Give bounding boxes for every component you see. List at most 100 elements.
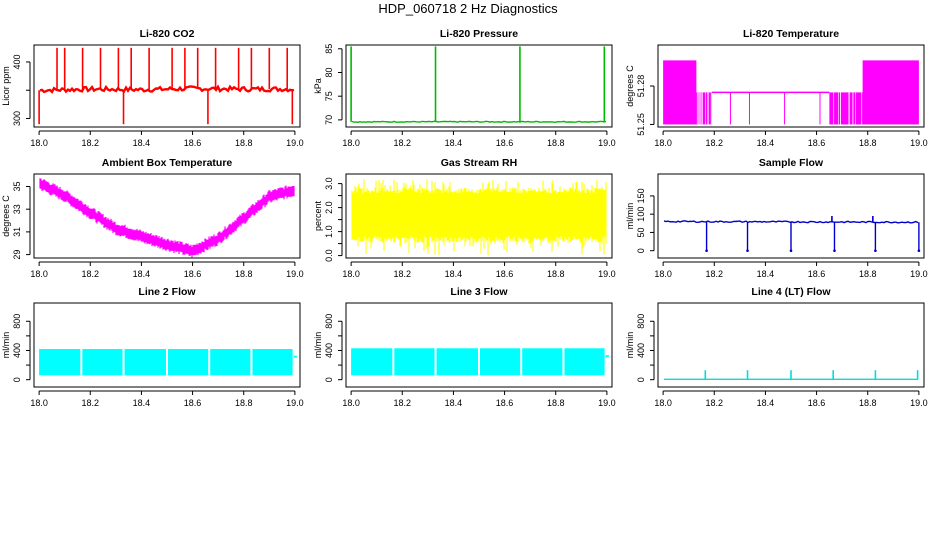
flow-block <box>168 349 209 376</box>
y-tick-label: 0.0 <box>324 249 334 262</box>
data-layer <box>39 349 297 376</box>
x-tick-label: 18.6 <box>184 138 202 148</box>
step-block <box>862 60 919 125</box>
x-axis: 18.0 18.2 18.4 18.6 18.8 19.0 <box>342 390 616 408</box>
y-axis: 51.25 51.28 <box>636 75 655 136</box>
y-tick-label: 3.0 <box>324 177 334 190</box>
flow-block <box>82 349 123 376</box>
x-tick-label: 18.2 <box>706 138 724 148</box>
x-tick-label: 18.2 <box>82 138 100 148</box>
y-tick-label: 0 <box>636 248 646 253</box>
chart-panel-5: Gas Stream RH 18.0 18.2 18.4 18.6 18.8 19.0 0.0… <box>313 157 616 279</box>
x-axis: 18.0 18.2 18.4 18.6 18.8 19.0 <box>654 261 928 279</box>
step-block <box>829 92 863 125</box>
y-tick-label: 85 <box>324 44 334 54</box>
x-tick-label: 18.8 <box>235 269 253 279</box>
y-tick-label: 51.28 <box>636 75 646 98</box>
data-layer <box>39 178 295 258</box>
x-tick-label: 18.6 <box>808 138 826 148</box>
plot-frame <box>33 302 301 388</box>
flow-block <box>564 348 605 376</box>
chart-title: Li-820 Pressure <box>440 28 518 40</box>
y-tick-label: 50 <box>636 227 646 237</box>
y-axis-label: ml/min <box>625 203 635 230</box>
y-tick-label: 800 <box>324 314 334 329</box>
y-tick-label: 1.0 <box>324 225 334 238</box>
x-tick-label: 18.2 <box>394 138 412 148</box>
y-axis-label: ml/min <box>1 332 11 359</box>
x-tick-label: 18.0 <box>654 138 672 148</box>
x-tick-label: 18.6 <box>184 269 202 279</box>
plot-frame <box>33 44 301 128</box>
y-axis: 0 400 800 <box>324 314 343 382</box>
y-tick-label: 400 <box>12 54 22 69</box>
flow-block <box>436 348 478 376</box>
y-axis-label: degrees C <box>1 195 11 237</box>
dropout-point <box>874 249 877 252</box>
dropout-point <box>789 249 793 252</box>
y-tick-label: 400 <box>324 343 334 358</box>
x-tick-label: 18.0 <box>30 269 48 279</box>
x-tick-label: 18.4 <box>445 398 463 408</box>
data-layer <box>38 47 295 125</box>
y-axis: 0.0 1.0 2.0 3.0 <box>324 177 343 262</box>
chart-title: Gas Stream RH <box>441 157 517 169</box>
x-tick-label: 19.0 <box>598 269 616 279</box>
x-tick-label: 18.4 <box>133 398 151 408</box>
chart-title: Sample Flow <box>759 157 824 169</box>
y-tick-label: 150 <box>636 188 646 203</box>
x-tick-label: 18.8 <box>547 398 565 408</box>
series-line <box>351 120 607 124</box>
chart-title: Line 2 Flow <box>138 286 196 298</box>
y-tick-label: 75 <box>324 91 334 101</box>
y-axis-label: percent <box>313 200 323 231</box>
x-tick-label: 19.0 <box>910 269 928 279</box>
x-tick-label: 18.0 <box>342 138 360 148</box>
chart-panel-2: Li-820 Pressure 18.0 18.2 18.4 18.6 18.8 19.0 7… <box>313 28 616 148</box>
x-tick-label: 19.0 <box>286 398 304 408</box>
x-tick-label: 18.6 <box>496 398 514 408</box>
x-tick-label: 18.4 <box>133 138 151 148</box>
y-tick-label: 2.0 <box>324 201 334 214</box>
x-tick-label: 18.8 <box>235 398 253 408</box>
flow-block <box>394 348 435 376</box>
x-axis: 18.0 18.2 18.4 18.6 18.8 19.0 <box>30 390 304 408</box>
chart-panel-3: Li-820 Temperature 18.0 18.2 18.4 18.6 18.8 19… <box>625 28 928 148</box>
x-tick-label: 18.2 <box>706 269 724 279</box>
y-axis-label: Licor ppm <box>1 66 11 106</box>
chart-title: Ambient Box Temperature <box>102 157 233 169</box>
x-tick-label: 18.4 <box>757 269 775 279</box>
x-tick-label: 18.6 <box>184 398 202 408</box>
x-axis: 18.0 18.2 18.4 18.6 18.8 19.0 <box>30 130 304 148</box>
dropout-point <box>746 249 749 252</box>
x-axis: 18.0 18.2 18.4 18.6 18.8 19.0 <box>30 261 304 279</box>
x-tick-label: 18.2 <box>394 269 412 279</box>
y-axis-label: ml/min <box>625 332 635 359</box>
x-tick-label: 18.6 <box>808 398 826 408</box>
y-axis: 0 50 100 150 <box>636 188 655 253</box>
y-tick-label: 51.25 <box>636 113 646 136</box>
x-tick-label: 18.0 <box>654 269 672 279</box>
y-axis: 0 400 800 <box>636 314 655 382</box>
data-layer <box>663 60 919 125</box>
series-line <box>39 84 295 94</box>
x-tick-label: 18.8 <box>859 398 877 408</box>
y-tick-label: 100 <box>636 207 646 222</box>
x-tick-label: 18.4 <box>445 138 463 148</box>
x-tick-label: 18.8 <box>547 138 565 148</box>
x-tick-label: 18.0 <box>342 269 360 279</box>
x-tick-label: 18.6 <box>496 138 514 148</box>
x-tick-label: 19.0 <box>910 398 928 408</box>
dropout-point <box>833 249 836 252</box>
x-axis: 18.0 18.2 18.4 18.6 18.8 19.0 <box>342 261 616 279</box>
x-tick-label: 18.0 <box>30 398 48 408</box>
x-tick-label: 18.2 <box>82 269 100 279</box>
flow-block <box>39 349 81 376</box>
y-tick-label: 0 <box>12 377 22 382</box>
plot-frame <box>657 173 925 259</box>
x-tick-label: 18.0 <box>30 138 48 148</box>
step-block <box>663 60 697 125</box>
x-axis: 18.0 18.2 18.4 18.6 18.8 19.0 <box>342 130 616 148</box>
